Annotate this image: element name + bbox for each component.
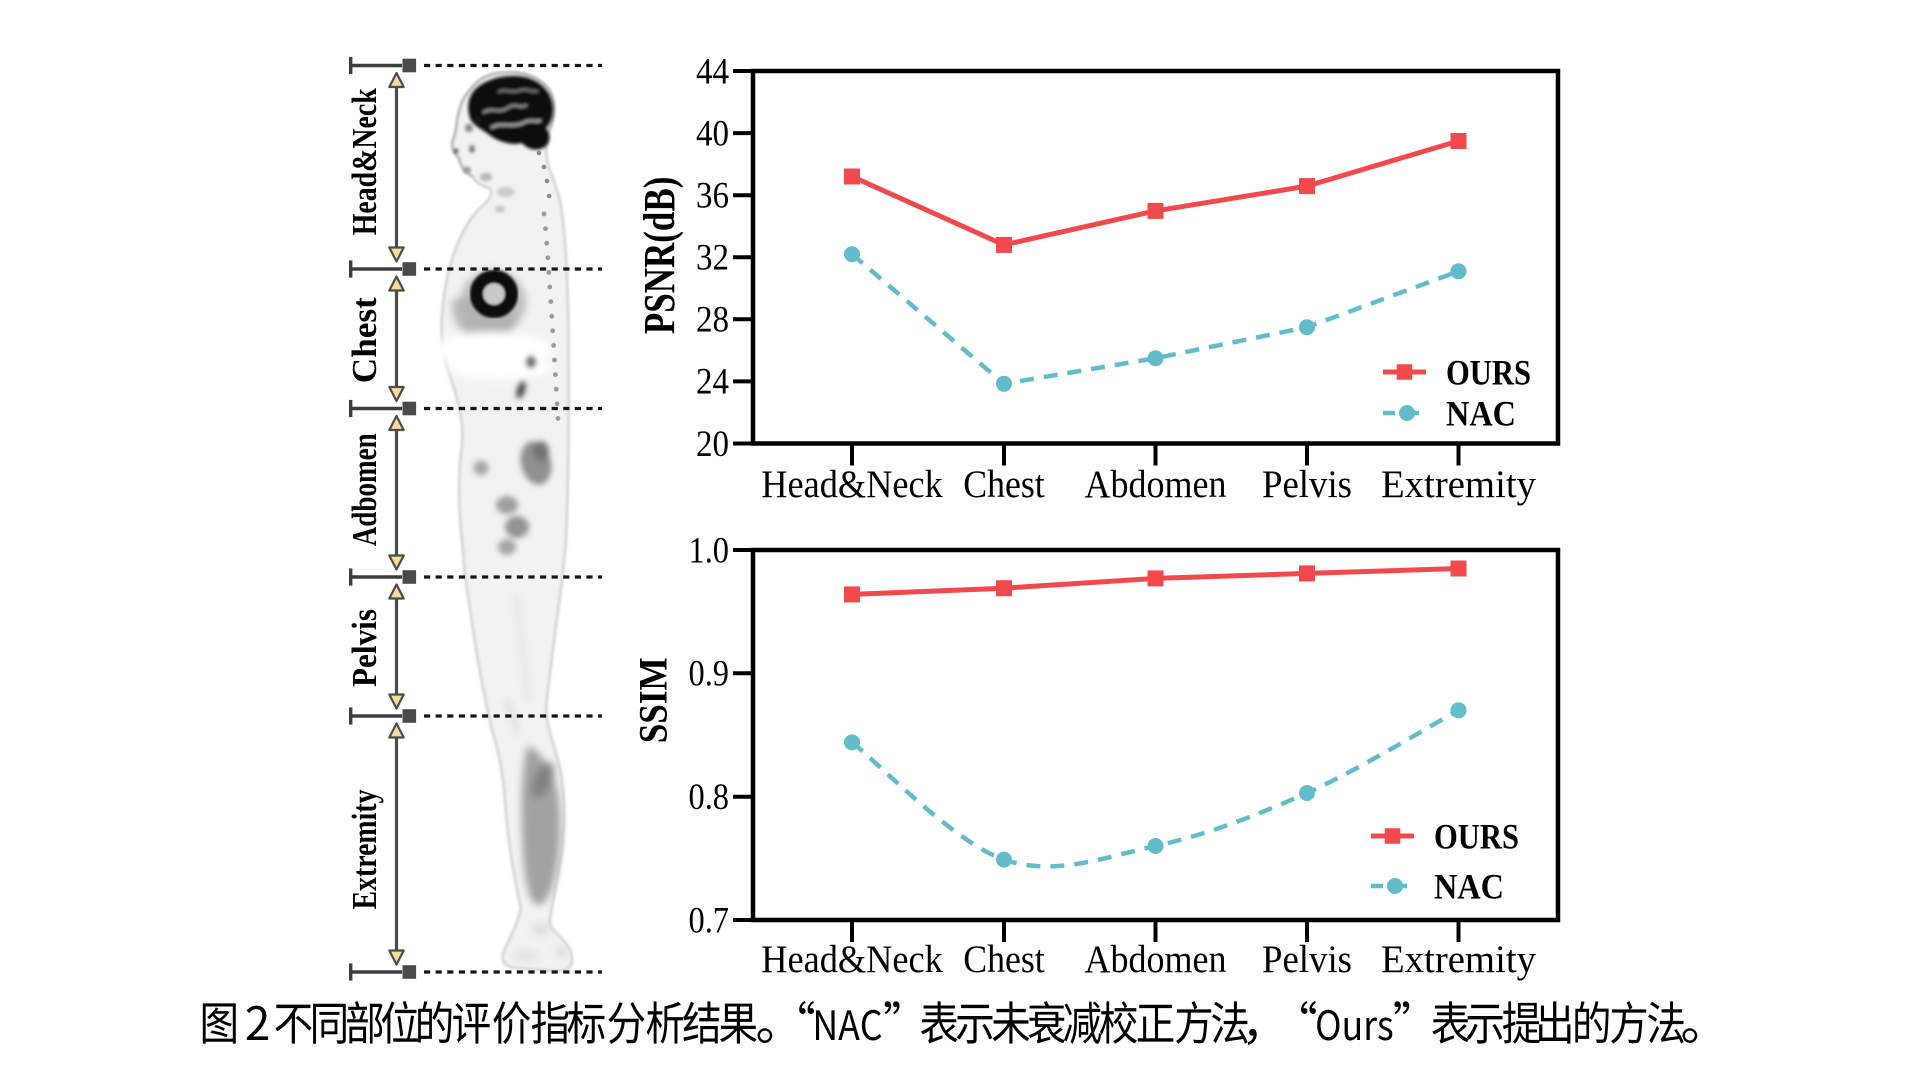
svg-text:OURS: OURS: [1434, 817, 1519, 857]
svg-text:Head&Neck: Head&Neck: [761, 463, 943, 506]
svg-text:24: 24: [696, 361, 729, 402]
svg-text:NAC: NAC: [1446, 394, 1516, 434]
svg-text:Head&Neck: Head&Neck: [761, 938, 943, 981]
svg-text:Pelvis: Pelvis: [345, 609, 384, 687]
svg-text:Pelvis: Pelvis: [1262, 938, 1352, 981]
svg-text:Extremity: Extremity: [1381, 938, 1536, 981]
svg-text:1.0: 1.0: [689, 529, 730, 570]
svg-text:Chest: Chest: [963, 938, 1045, 981]
svg-text:0.8: 0.8: [689, 776, 730, 817]
svg-text:Extremity: Extremity: [345, 789, 384, 909]
svg-text:0.7: 0.7: [689, 899, 730, 940]
svg-text:Head&Neck: Head&Neck: [345, 88, 384, 235]
svg-text:Abdomen: Abdomen: [1085, 463, 1227, 506]
svg-text:PSNR(dB): PSNR(dB): [634, 177, 684, 335]
svg-text:0.9: 0.9: [689, 653, 730, 694]
svg-text:44: 44: [696, 50, 729, 91]
svg-text:OURS: OURS: [1446, 353, 1531, 393]
svg-text:40: 40: [696, 112, 729, 153]
svg-text:Abdomen: Abdomen: [1085, 938, 1227, 981]
svg-text:32: 32: [696, 237, 729, 278]
svg-text:Chest: Chest: [963, 463, 1045, 506]
svg-text:28: 28: [696, 299, 729, 340]
svg-text:Adbomen: Adbomen: [345, 433, 384, 546]
svg-text:Pelvis: Pelvis: [1262, 463, 1352, 506]
svg-text:Chest: Chest: [345, 297, 384, 383]
svg-text:SSIM: SSIM: [630, 657, 675, 743]
svg-text:NAC: NAC: [1434, 867, 1504, 907]
svg-text:20: 20: [696, 423, 729, 464]
svg-text:Extremity: Extremity: [1381, 463, 1536, 506]
svg-text:36: 36: [696, 175, 729, 216]
